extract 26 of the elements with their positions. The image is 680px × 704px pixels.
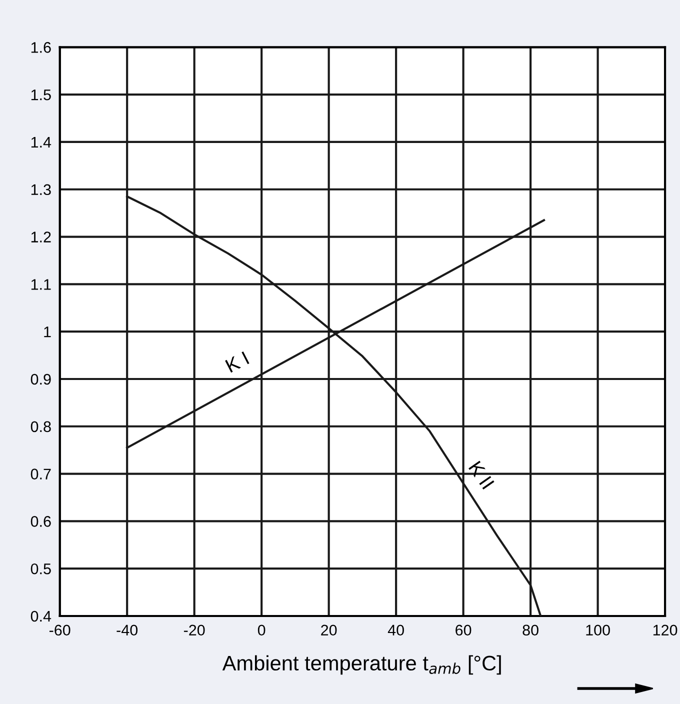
y-tick-label: 0.4 (30, 610, 52, 622)
x-tick-label: 0 (258, 624, 266, 636)
y-tick-label: 0.6 (30, 516, 51, 527)
x-tick-label: 100 (586, 624, 610, 636)
y-tick-label: 1.2 (31, 232, 51, 242)
y-tick-label: 1.3 (31, 184, 51, 196)
y-tick-label: 0.8 (30, 421, 51, 432)
x-tick-label: -60 (49, 624, 70, 636)
x-axis-title: Ambient temperature t$_{amb}$ [°C] (222, 655, 501, 675)
y-tick-label: 1.5 (31, 90, 51, 100)
x-tick-label: 120 (653, 624, 678, 636)
x-tick-label: 40 (388, 624, 404, 636)
text: K I (225, 351, 250, 373)
y-tick-label: 1.4 (31, 137, 52, 148)
x-tick-label: 60 (456, 624, 472, 636)
y-tick-label: 0.5 (30, 563, 51, 574)
x-tick-label: 20 (321, 624, 337, 636)
x-tick-label: 80 (522, 624, 538, 636)
x-tick-label: -40 (116, 624, 138, 636)
x-tick-label: -20 (184, 624, 205, 636)
y-tick-label: 0.9 (30, 374, 51, 385)
y-tick-label: 1.6 (31, 42, 51, 53)
y-tick-label: 1 (44, 326, 51, 338)
text: K II (468, 460, 494, 490)
y-tick-label: 0.7 (30, 468, 51, 480)
y-tick-label: 1.1 (31, 279, 51, 290)
